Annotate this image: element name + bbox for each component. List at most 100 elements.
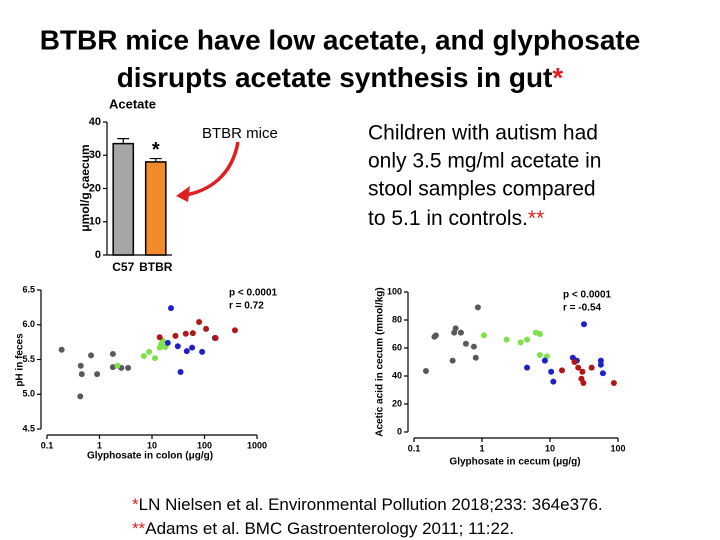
point <box>431 333 438 340</box>
point <box>182 330 189 337</box>
reference-mark: * <box>132 495 139 514</box>
y-tick-label: 10 <box>89 216 101 228</box>
point <box>470 343 477 350</box>
point <box>109 364 116 371</box>
point <box>88 352 95 359</box>
point <box>125 364 132 371</box>
x-tick-label: BTBR <box>139 260 173 274</box>
point <box>212 334 219 341</box>
y-tick-label: 100 <box>387 286 402 296</box>
y-tick-label: 5.0 <box>22 389 35 399</box>
y-tick-label: 0 <box>95 249 101 261</box>
point <box>422 367 429 374</box>
annotation: p < 0.0001 <box>563 290 612 301</box>
x-tick-label: 0.1 <box>408 443 421 453</box>
x-tick-label: 10 <box>545 443 555 453</box>
title-mark: * <box>552 62 563 93</box>
chart-title: Acetate <box>109 96 156 111</box>
point <box>109 350 116 357</box>
y-tick-label: 5.5 <box>22 354 35 364</box>
point <box>579 368 586 375</box>
point <box>536 352 543 358</box>
point <box>231 327 238 334</box>
point <box>575 364 582 371</box>
point <box>174 343 181 350</box>
x-axis-label: Glyphosate in colon (μg/g) <box>87 451 213 462</box>
point <box>156 344 163 351</box>
point <box>183 348 190 355</box>
x-tick-label: 1 <box>97 440 102 450</box>
y-tick-label: 4.5 <box>22 423 35 433</box>
point <box>172 332 179 339</box>
point <box>189 344 196 351</box>
x-tick-label: 100 <box>197 440 212 450</box>
reference: **Adams et al. BMC Gastroenterology 2011… <box>132 519 514 538</box>
x-tick-label: C57 <box>112 260 134 274</box>
point <box>580 321 587 328</box>
x-axis-label: Glyphosate in cecum (μg/g) <box>449 457 580 468</box>
x-tick-label: 10 <box>147 440 157 450</box>
annotation: r = -0.54 <box>563 303 602 314</box>
point <box>610 380 617 386</box>
x-tick-label: 1000 <box>247 440 267 450</box>
y-tick-label: 40 <box>89 116 101 128</box>
reference: *LN Nielsen et al. Environmental Polluti… <box>132 495 603 514</box>
point <box>480 332 487 339</box>
callout-arrowhead <box>176 186 190 202</box>
y-axis-label: pH in feces <box>15 333 26 387</box>
point <box>452 325 459 332</box>
point <box>524 364 531 371</box>
point <box>548 368 555 375</box>
point <box>77 393 84 400</box>
point <box>151 355 158 362</box>
body-line: Children with autism had <box>368 122 598 145</box>
body-text: to 5.1 in controls. <box>368 207 528 230</box>
y-axis-label: Acetic acid in cecum (mmol/kg) <box>375 287 386 437</box>
x-tick-label: 0.1 <box>41 440 54 450</box>
body-line: stool samples compared <box>368 178 596 201</box>
y-tick-label: 40 <box>392 370 402 380</box>
point <box>164 339 171 346</box>
error-bar <box>149 157 162 162</box>
point <box>94 371 101 378</box>
error-bar <box>117 138 130 144</box>
point <box>457 329 464 336</box>
point <box>140 353 147 360</box>
point <box>474 304 481 311</box>
y-tick-label: 0 <box>397 426 402 436</box>
body-line: only 3.5 mg/ml acetate in <box>368 150 601 173</box>
reference-text: LN Nielsen et al. Environmental Pollutio… <box>139 495 603 514</box>
y-tick-label: 20 <box>392 398 402 408</box>
point <box>571 359 578 365</box>
point <box>196 318 203 325</box>
point <box>167 305 174 312</box>
point <box>524 336 531 343</box>
point <box>588 364 595 371</box>
point <box>550 378 557 385</box>
y-tick-label: 20 <box>89 182 101 194</box>
annotation: r = 0.72 <box>229 301 264 312</box>
point <box>199 348 206 355</box>
bar <box>144 161 167 256</box>
point <box>462 340 469 347</box>
body-line: to 5.1 in controls.** <box>368 207 544 230</box>
reference-mark: ** <box>132 519 146 538</box>
point <box>78 371 85 378</box>
y-tick-label: 6.5 <box>22 284 35 294</box>
point <box>77 362 84 369</box>
point <box>503 336 510 343</box>
reference-text: Adams et al. BMC Gastroenterology 2011; … <box>145 519 514 538</box>
point <box>203 325 210 332</box>
body-mark: ** <box>528 207 544 230</box>
y-tick-label: 60 <box>392 342 402 352</box>
point <box>517 339 524 346</box>
point <box>541 357 548 364</box>
point <box>449 357 456 364</box>
point <box>58 346 65 353</box>
x-tick-label: 1 <box>479 443 484 453</box>
x-tick-label: 100 <box>610 443 625 453</box>
y-axis-label: μmol/g caecum <box>78 144 92 231</box>
y-tick-label: 80 <box>392 314 402 324</box>
callout: BTBR mice <box>202 125 278 142</box>
